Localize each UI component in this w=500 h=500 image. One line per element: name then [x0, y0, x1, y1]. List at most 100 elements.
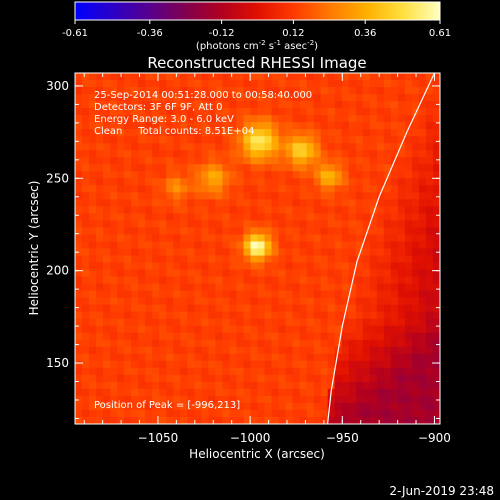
heatmap-cell	[425, 129, 434, 137]
heatmap-cell	[89, 206, 97, 214]
heatmap-cell	[432, 122, 440, 130]
heatmap-cell	[201, 381, 209, 390]
heatmap-cell	[96, 150, 104, 158]
heatmap-cell	[145, 346, 153, 355]
heatmap-cell	[257, 297, 266, 306]
heatmap-cell	[117, 402, 125, 411]
heatmap-cell	[362, 269, 371, 278]
heatmap-cell	[215, 136, 223, 144]
heatmap-cell	[82, 213, 90, 222]
heatmap-cell	[334, 129, 343, 137]
heatmap-cell	[124, 332, 132, 341]
heatmap-cell	[194, 325, 202, 334]
heatmap-cell	[103, 402, 111, 411]
heatmap-cell	[299, 241, 308, 250]
heatmap-cell	[425, 248, 434, 257]
heatmap-cell	[278, 374, 287, 383]
heatmap-cell	[355, 297, 364, 306]
heatmap-cell	[271, 269, 280, 278]
heatmap-cell	[236, 325, 245, 334]
heatmap-cell	[159, 129, 167, 137]
heatmap-cell	[152, 178, 160, 186]
heatmap-cell	[201, 297, 209, 306]
heatmap-cell	[383, 73, 392, 81]
heatmap-cell	[397, 346, 406, 355]
heatmap-cell	[103, 325, 111, 334]
heatmap-cell	[432, 360, 440, 369]
heatmap-cell	[355, 157, 364, 165]
heatmap-cell	[285, 206, 294, 214]
heatmap-cell	[383, 248, 392, 257]
heatmap-cell	[285, 108, 294, 116]
heatmap-cell	[334, 150, 343, 158]
heatmap-cell	[285, 234, 294, 243]
heatmap-cell	[187, 311, 195, 320]
heatmap-cell	[194, 227, 202, 236]
heatmap-cell	[418, 325, 427, 334]
heatmap-cell	[299, 304, 308, 313]
heatmap-cell	[173, 73, 181, 81]
heatmap-cell	[278, 220, 287, 229]
heatmap-cell	[404, 395, 413, 404]
heatmap-cell	[138, 136, 146, 144]
heatmap-cell	[320, 185, 329, 193]
heatmap-cell	[201, 87, 209, 95]
heatmap-cell	[75, 409, 83, 418]
heatmap-cell	[278, 290, 287, 299]
heatmap-cell	[313, 297, 322, 306]
heatmap-cell	[89, 318, 97, 327]
heatmap-cell	[75, 171, 83, 179]
heatmap-cell	[257, 185, 266, 193]
heatmap-cell	[89, 255, 97, 264]
heatmap-cell	[299, 255, 308, 264]
heatmap-cell	[187, 164, 195, 172]
heatmap-cell	[327, 318, 336, 327]
heatmap-cell	[299, 164, 308, 172]
heatmap-cell	[187, 136, 195, 144]
heatmap-cell	[292, 122, 301, 130]
heatmap-cell	[103, 122, 111, 130]
heatmap-cell	[75, 388, 83, 397]
heatmap-cell	[348, 185, 357, 193]
heatmap-cell	[159, 346, 167, 355]
heatmap-cell	[257, 164, 266, 172]
heatmap-cell	[320, 136, 329, 144]
heatmap-cell	[117, 248, 125, 257]
heatmap-cell	[173, 318, 181, 327]
heatmap-cell	[187, 87, 195, 95]
heatmap-cell	[397, 311, 406, 320]
heatmap-cell	[82, 234, 90, 243]
heatmap-cell	[229, 318, 238, 327]
heatmap-cell	[131, 297, 139, 306]
info-block: 25-Sep-2014 00:51:28.000 to 00:58:40.000…	[94, 90, 312, 137]
heatmap-cell	[348, 227, 357, 236]
heatmap-cell	[327, 129, 336, 137]
heatmap-cell	[278, 395, 287, 404]
heatmap-cell	[124, 269, 132, 278]
heatmap-cell	[355, 360, 364, 369]
heatmap-cell	[201, 234, 209, 243]
heatmap-cell	[299, 416, 308, 424]
heatmap-cell	[313, 192, 322, 200]
heatmap-cell	[313, 171, 322, 179]
heatmap-cell	[341, 269, 350, 278]
heatmap-cell	[320, 157, 329, 165]
heatmap-cell	[75, 297, 83, 306]
heatmap-cell	[334, 213, 343, 222]
heatmap-cell	[166, 248, 174, 257]
heatmap-cell	[383, 227, 392, 236]
heatmap-cell	[138, 108, 146, 116]
heatmap-cell	[159, 241, 167, 250]
heatmap-cell	[327, 80, 336, 88]
heatmap-cell	[159, 248, 167, 257]
heatmap-cell	[362, 192, 371, 200]
heatmap-cell	[201, 290, 209, 299]
heatmap-cell	[110, 80, 118, 88]
heatmap-cell	[243, 143, 252, 151]
heatmap-cell	[390, 318, 399, 327]
heatmap-cell	[180, 367, 188, 376]
heatmap-cell	[404, 325, 413, 334]
heatmap-cell	[334, 234, 343, 243]
heatmap-cell	[131, 157, 139, 165]
heatmap-cell	[250, 416, 259, 424]
